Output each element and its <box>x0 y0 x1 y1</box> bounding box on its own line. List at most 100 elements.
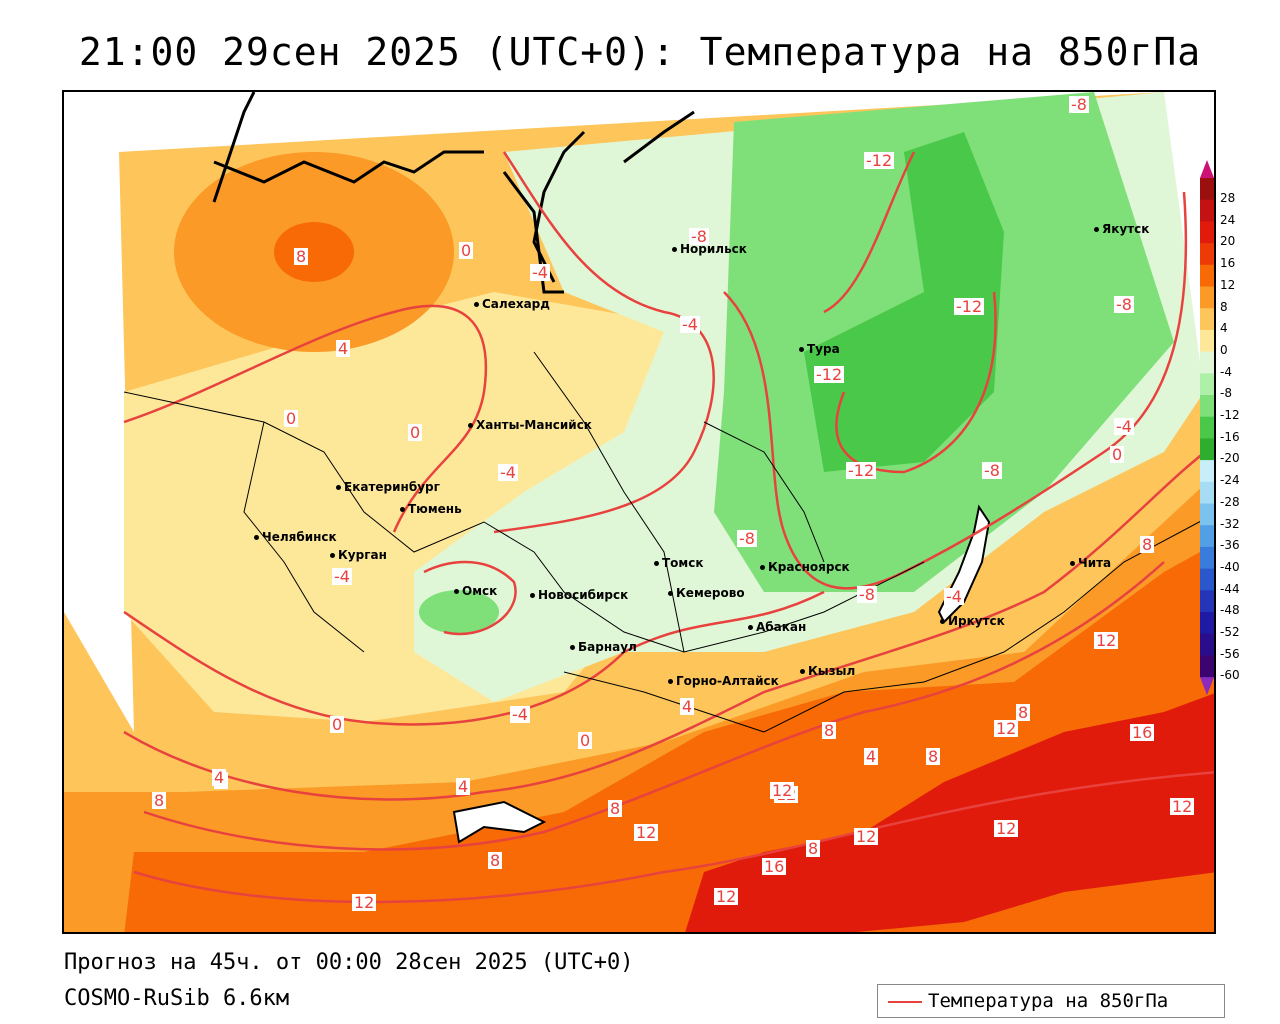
colorbar-swatch <box>1200 612 1214 635</box>
contour-label: -4 <box>530 263 550 282</box>
colorbar-swatch <box>1200 351 1214 374</box>
contour-label: 8 <box>294 247 309 266</box>
city-marker: Тура <box>799 342 840 356</box>
contour-label: -8 <box>1069 95 1089 114</box>
contour-label: 12 <box>770 781 795 800</box>
contour-label: 12 <box>994 819 1019 838</box>
colorbar-bottom-arrow <box>1200 677 1214 696</box>
city-dot <box>800 669 805 674</box>
contour-label: -12 <box>864 151 895 170</box>
city-marker: Кемерово <box>668 586 745 600</box>
city-marker: Курган <box>330 548 387 562</box>
colorbar-tick-label: 4 <box>1220 321 1228 336</box>
city-name: Томск <box>662 556 704 570</box>
contour-label: -4 <box>332 567 352 586</box>
colorbar-swatch <box>1200 568 1214 591</box>
contour-label: 0 <box>1110 445 1125 464</box>
city-name: Кемерово <box>676 586 745 600</box>
colorbar-tick-label: 12 <box>1220 277 1236 292</box>
contour-label: 12 <box>994 719 1019 738</box>
colorbar-tick-label: 8 <box>1220 299 1228 314</box>
city-name: Чита <box>1078 556 1112 570</box>
colorbar-swatch <box>1200 329 1214 353</box>
city-name: Тура <box>807 342 840 356</box>
city-name: Норильск <box>680 242 747 256</box>
contour-label: -8 <box>982 461 1002 480</box>
city-marker: Ханты-Мансийск <box>468 418 592 432</box>
city-name: Челябинск <box>262 530 337 544</box>
city-dot <box>668 679 673 684</box>
city-name: Барнаул <box>578 640 637 654</box>
legend-label: Температура на 850гПа <box>928 990 1169 1012</box>
city-marker: Тюмень <box>400 502 462 516</box>
city-marker: Кызыл <box>800 664 855 678</box>
colorbar-swatch <box>1200 633 1214 656</box>
colorbar-swatch <box>1200 460 1214 483</box>
city-dot <box>530 593 535 598</box>
city-name: Тюмень <box>408 502 462 516</box>
contour-label: -12 <box>846 461 877 480</box>
colorbar-swatch <box>1200 373 1214 396</box>
city-marker: Томск <box>654 556 704 570</box>
map-canvas <box>64 92 1214 932</box>
colorbar-swatch <box>1200 308 1214 331</box>
city-dot <box>454 589 459 594</box>
colorbar-tick-label: -20 <box>1220 451 1240 466</box>
city-dot <box>1094 227 1099 232</box>
colorbar-swatch <box>1200 655 1214 678</box>
city-marker: Абакан <box>748 620 806 634</box>
city-dot <box>468 423 473 428</box>
contour-label: -4 <box>498 463 518 482</box>
city-marker: Салехард <box>474 297 550 311</box>
region-borders <box>123 351 1214 733</box>
city-dot <box>672 247 677 252</box>
city-marker: Барнаул <box>570 640 637 654</box>
city-name: Ханты-Мансийск <box>476 418 592 432</box>
colorbar-tick-label: -52 <box>1220 625 1240 639</box>
city-dot <box>1070 561 1075 566</box>
city-marker: Норильск <box>672 242 747 256</box>
cold-blob-omsk <box>419 590 499 634</box>
contour-label: -12 <box>814 365 845 384</box>
city-dot <box>748 625 753 630</box>
colorbar-top-arrow <box>1200 160 1214 178</box>
city-dot <box>668 591 673 596</box>
contour-label: 12 <box>854 827 879 846</box>
colorbar-swatches <box>1200 160 1214 696</box>
map-title: 21:00 29сен 2025 (UTC+0): Температура на… <box>78 30 1202 74</box>
city-marker: Чита <box>1070 556 1111 570</box>
contour-label: 4 <box>456 777 471 796</box>
contour-label: 4 <box>336 339 351 358</box>
city-dot <box>760 565 765 570</box>
contour-label: -12 <box>954 297 985 316</box>
city-name: Новосибирск <box>538 588 629 602</box>
forecast-info: Прогноз на 45ч. от 00:00 28сен 2025 (UTC… <box>64 950 634 975</box>
contour-label: 8 <box>152 791 167 810</box>
contour-label: 12 <box>714 887 739 906</box>
temperature-map: -8 -12 -8 8 0 -4 -4 4 -12 -12 -8 0 0 -4 … <box>62 90 1216 934</box>
city-dot <box>940 619 945 624</box>
legend-line-swatch <box>888 1001 922 1003</box>
colorbar-tick-label: -28 <box>1220 494 1240 509</box>
city-marker: Челябинск <box>254 530 337 544</box>
contour-label: -4 <box>510 705 530 724</box>
city-dot <box>330 553 335 558</box>
colorbar-tick-label: -40 <box>1220 559 1240 574</box>
city-marker: Новосибирск <box>530 588 628 602</box>
city-name: Горно-Алтайск <box>676 674 779 688</box>
contour-label: 0 <box>578 731 593 750</box>
colorbar-swatch <box>1200 199 1214 222</box>
city-name: Красноярск <box>768 560 850 574</box>
contour-label: -8 <box>857 585 877 604</box>
colorbar-tick-label: -4 <box>1220 364 1232 379</box>
city-dot <box>400 507 405 512</box>
colorbar-swatch <box>1200 178 1214 201</box>
colorbar-swatch <box>1200 590 1214 613</box>
contour-label: -4 <box>1114 417 1134 436</box>
contour-label: 16 <box>1130 723 1155 742</box>
colorbar-swatch <box>1200 546 1214 570</box>
contour-label: 4 <box>864 747 879 766</box>
contour-label: 16 <box>762 857 787 876</box>
colorbar-tick-label: 16 <box>1220 256 1236 271</box>
city-dot <box>570 645 575 650</box>
